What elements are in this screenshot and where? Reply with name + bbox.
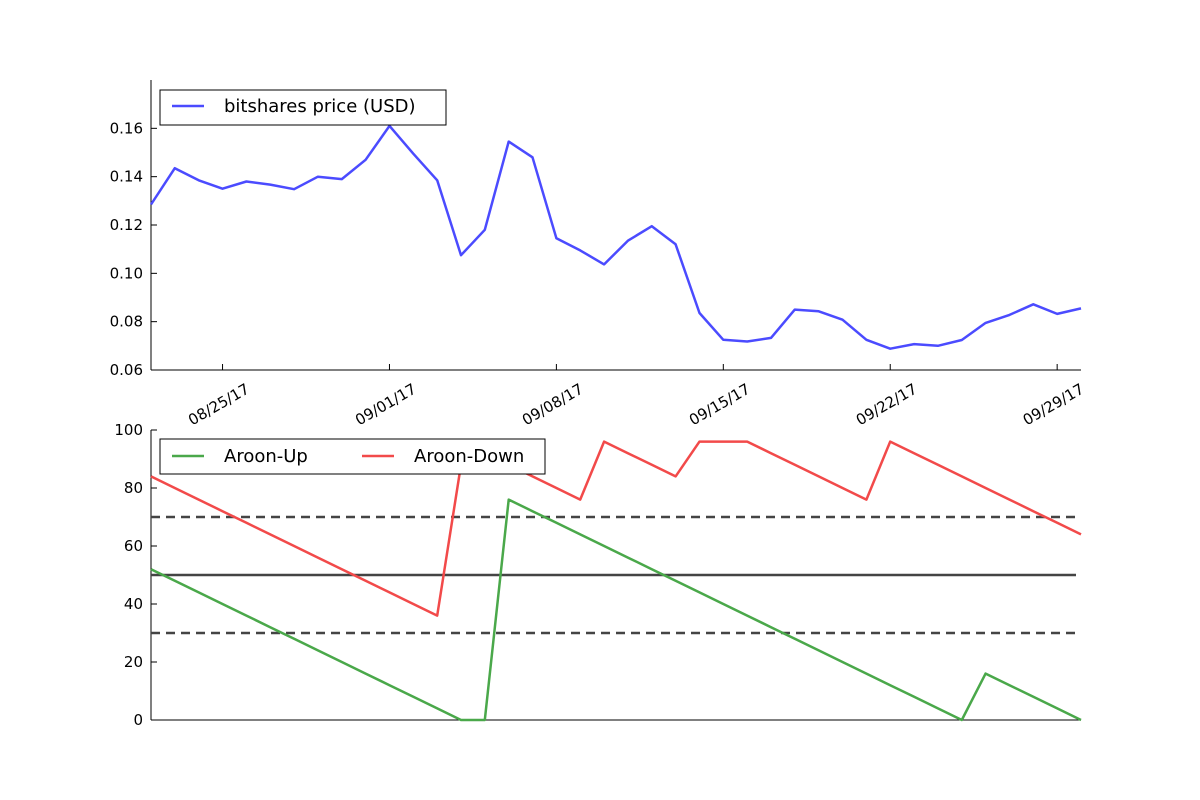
price-panel: 0.06 0.08 0.10 0.12 0.14 0.16 08/25/17 09/01/17… (110, 80, 1087, 429)
date-x-tick-label: 08/25/17 (185, 380, 252, 429)
aroon-panel: 0 20 40 60 80 100 Aroon-Up Aroon-Down (114, 421, 1082, 729)
price-series-line (149, 124, 1082, 350)
aroon-y-tick-label: 0 (133, 711, 143, 729)
date-x-tick-label: 09/15/17 (686, 380, 753, 429)
date-x-tick-label: 09/08/17 (519, 380, 586, 429)
aroon-up-legend-label: Aroon-Up (224, 446, 308, 467)
aroon-down-legend-label: Aroon-Down (414, 446, 524, 467)
price-y-tick-label: 0.08 (110, 313, 143, 331)
price-y-tick-label: 0.06 (110, 361, 143, 379)
price-legend-box (159, 89, 447, 126)
aroon-down-line (150, 440, 1082, 617)
price-y-tick-label: 0.10 (110, 264, 143, 282)
price-legend: bitshares price (USD) (159, 89, 447, 126)
aroon-y-tick-label: 40 (124, 595, 143, 613)
price-legend-label: bitshares price (USD) (224, 96, 416, 117)
aroon-y-tick-label: 80 (124, 479, 143, 497)
date-x-tick-label: 09/29/17 (1020, 380, 1087, 429)
aroon-y-tick-label: 20 (124, 653, 143, 671)
aroon-legend-box (159, 438, 546, 475)
date-x-tick-label: 09/01/17 (352, 380, 419, 429)
aroon-y-tick-label: 60 (124, 537, 143, 555)
price-y-tick-label: 0.14 (110, 168, 143, 186)
date-x-tick-label: 09/22/17 (853, 380, 920, 429)
price-y-tick-label: 0.12 (110, 216, 143, 234)
price-y-tick-label: 0.16 (110, 119, 143, 137)
aroon-up-line (150, 498, 1082, 722)
aroon-legend: Aroon-Up Aroon-Down (159, 438, 546, 475)
aroon-y-tick-label: 100 (114, 421, 143, 439)
